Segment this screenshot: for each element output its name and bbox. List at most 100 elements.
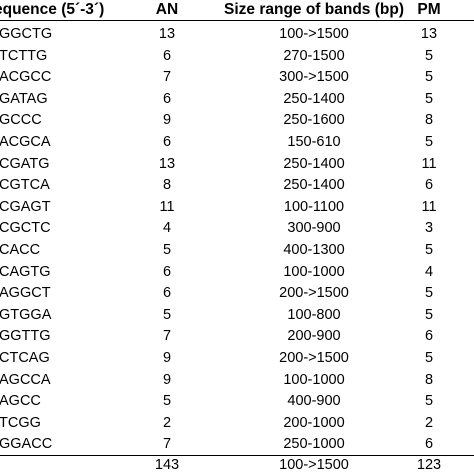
- cell-sequence: CACC: [0, 241, 41, 258]
- table-row: CGAGT 11 100-1100 11: [0, 197, 474, 219]
- cell-an: 9: [162, 371, 172, 388]
- cell-an: 7: [162, 328, 172, 345]
- table-row: CACC 5 400-1300 5: [0, 240, 474, 262]
- table-row: GGTTG 7 200-900 6: [0, 326, 474, 348]
- cell-size-range: 250-1400: [283, 177, 345, 194]
- table-row: CTCAG 9 200->1500 5: [0, 348, 474, 370]
- cell-sequence: CTCAG: [0, 349, 50, 366]
- cell-size-range: 200-900: [287, 328, 341, 345]
- cell-size-range: 200->1500: [279, 349, 349, 366]
- cell-an: 6: [162, 90, 172, 107]
- cell-size-range: 250-1600: [283, 112, 345, 129]
- cell-an: 6: [162, 47, 172, 64]
- cell-size-range: 400-900: [287, 393, 341, 410]
- cell-an: 13: [158, 155, 176, 172]
- header-sequence: equence (5´-3´): [0, 1, 105, 18]
- header-an: AN: [155, 1, 179, 18]
- cell-an: 5: [162, 393, 172, 410]
- cell-pm: 5: [424, 285, 434, 302]
- cell-an: 11: [159, 198, 175, 215]
- cell-sequence: GGCTG: [0, 26, 53, 42]
- table-row: AGCC 5 400-900 5: [0, 391, 474, 413]
- cell-an: 5: [162, 241, 172, 258]
- cell-size-range: 250-1400: [283, 90, 345, 107]
- table-header: equence (5´-3´) AN Size range of bands (…: [0, 0, 474, 20]
- cell-pm: 3: [424, 220, 434, 237]
- table-row: CGATG 13 250-1400 11: [0, 154, 474, 176]
- cell-pm: 11: [421, 198, 437, 215]
- cell-pm: 11: [421, 155, 437, 172]
- cell-sequence: ACGCA: [0, 133, 51, 150]
- cell-an: 5: [162, 306, 172, 323]
- cell-size-range: 200->1500: [279, 285, 349, 302]
- cell-pm: 8: [424, 371, 434, 388]
- header-pm: PM: [417, 1, 441, 18]
- cell-pm: 6: [424, 328, 434, 345]
- cell-an: 6: [162, 285, 172, 302]
- cell-size-range: 200-1000: [283, 414, 345, 431]
- cell-sequence: AGCC: [0, 393, 41, 410]
- cell-sequence: TCGG: [0, 414, 41, 431]
- cell-size-range: 100-1100: [283, 198, 345, 215]
- cell-sequence: GTGGA: [0, 306, 52, 323]
- cell-size-range: 250-1400: [283, 155, 345, 172]
- cell-pm: 5: [424, 133, 434, 150]
- cell-size-range: 270-1500: [283, 47, 345, 64]
- cell-an: 2: [162, 414, 172, 431]
- cell-sequence: CGTCA: [0, 177, 50, 194]
- cell-an: 7: [162, 436, 172, 453]
- cell-pm: 5: [424, 69, 434, 86]
- cell-an: 6: [162, 133, 172, 150]
- cell-sequence: GATAG: [0, 90, 48, 107]
- cell-pm: 8: [424, 112, 434, 129]
- total-rule: [0, 455, 474, 456]
- cell-pm: 5: [424, 47, 434, 64]
- table-row: CGTCA 8 250-1400 6: [0, 175, 474, 197]
- table-row: AGGCT 6 200->1500 5: [0, 283, 474, 305]
- table-row: CAGTG 6 100-1000 4: [0, 262, 474, 284]
- table-row: GGCTG 13 100->1500 13: [0, 24, 474, 46]
- cell-sequence: AGCCA: [0, 371, 51, 388]
- total-pm: 123: [416, 457, 442, 473]
- table-row: GCCC 9 250-1600 8: [0, 110, 474, 132]
- cell-size-range: 100-800: [287, 306, 341, 323]
- cell-pm: 13: [420, 26, 438, 42]
- cell-sequence: CAGTG: [0, 263, 51, 280]
- cell-an: 7: [162, 69, 172, 86]
- table-row: TCTTG 6 270-1500 5: [0, 46, 474, 68]
- cell-an: 13: [158, 26, 176, 42]
- total-an: 143: [154, 457, 180, 473]
- header-size-range: Size range of bands (bp): [224, 1, 404, 18]
- total-row: 143 100->1500 123: [0, 455, 474, 474]
- cell-pm: 5: [424, 393, 434, 410]
- cell-sequence: AGGCT: [0, 285, 51, 302]
- table-row: ACGCA 6 150-610 5: [0, 132, 474, 154]
- cell-an: 8: [162, 177, 172, 194]
- cell-size-range: 150-610: [287, 133, 341, 150]
- table-row: ACGCC 7 300->1500 5: [0, 67, 474, 89]
- cell-pm: 6: [424, 436, 434, 453]
- cell-pm: 5: [424, 349, 434, 366]
- cell-sequence: CGATG: [0, 155, 50, 172]
- table-row: CGCTC 4 300-900 3: [0, 218, 474, 240]
- cell-sequence: TCTTG: [0, 47, 48, 64]
- table-row: GATAG 6 250-1400 5: [0, 89, 474, 111]
- cell-size-range: 100-1000: [283, 371, 345, 388]
- cell-size-range: 250-1000: [283, 436, 345, 453]
- table-row: GTGGA 5 100-800 5: [0, 305, 474, 327]
- header-rule: [0, 20, 474, 21]
- cell-pm: 6: [424, 177, 434, 194]
- cell-sequence: CGCTC: [0, 220, 51, 237]
- cell-sequence: CGAGT: [0, 198, 51, 215]
- cell-sequence: GGACC: [0, 436, 53, 453]
- cell-an: 9: [162, 112, 172, 129]
- cell-size-range: 100->1500: [279, 26, 349, 42]
- table-row: GGACC 7 250-1000 6: [0, 434, 474, 456]
- cell-size-range: 100-1000: [283, 263, 345, 280]
- cell-pm: 5: [424, 90, 434, 107]
- cell-sequence: ACGCC: [0, 69, 52, 86]
- cell-sequence: GGTTG: [0, 328, 51, 345]
- cell-an: 9: [162, 349, 172, 366]
- table-row: AGCCA 9 100-1000 8: [0, 370, 474, 392]
